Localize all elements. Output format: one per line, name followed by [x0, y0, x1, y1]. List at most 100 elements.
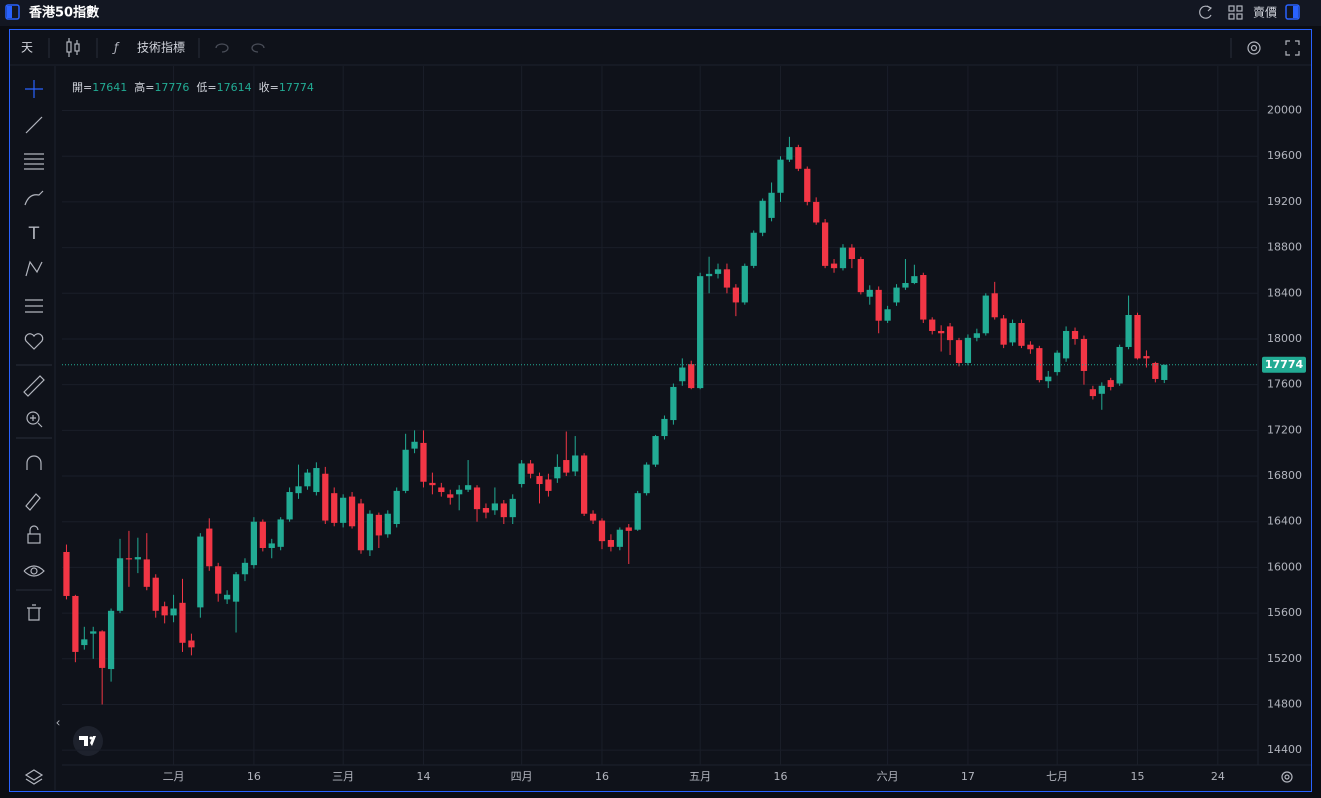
chart-type-icon[interactable]: [66, 38, 80, 57]
candle-body: [661, 418, 668, 437]
visibility-tool[interactable]: [23, 565, 45, 577]
header-title: 香港50指數: [28, 5, 99, 21]
candle-body: [1018, 322, 1025, 346]
candle-body: [759, 200, 766, 233]
header-bar: [0, 0, 1321, 26]
settings-icon[interactable]: [1247, 41, 1261, 55]
candle-body: [322, 473, 329, 521]
drawing-mode-tool[interactable]: [25, 493, 41, 511]
indicators-button[interactable]: 技術指標: [137, 40, 185, 55]
candle-body: [500, 503, 507, 518]
candle-body: [884, 309, 891, 321]
lines-tool[interactable]: [24, 153, 44, 170]
candle-body: [839, 247, 847, 269]
layout-icon[interactable]: [1228, 5, 1243, 20]
magnet-tool[interactable]: [26, 455, 42, 470]
object-tree-icon[interactable]: [24, 769, 44, 785]
candle-body: [866, 289, 873, 297]
collapse-arrow[interactable]: ‹: [56, 716, 61, 730]
candle-body: [99, 631, 106, 668]
candle-body: [438, 487, 445, 493]
candle-body: [1116, 346, 1123, 384]
candle-body: [804, 168, 811, 202]
candle-body: [1143, 356, 1150, 359]
x-tick-label: 16: [773, 770, 787, 783]
tradingview-logo[interactable]: [73, 726, 103, 756]
candle-body: [107, 610, 115, 670]
brush-tool[interactable]: [24, 190, 44, 206]
candle-body: [143, 559, 150, 587]
candle-body: [179, 602, 186, 643]
candle-body: [331, 493, 338, 523]
crosshair-tool[interactable]: [25, 80, 43, 98]
candle-body: [536, 476, 543, 485]
y-tick-label: 18800: [1267, 241, 1302, 254]
panel-right-icon[interactable]: [1285, 4, 1300, 20]
candle-body: [1000, 318, 1007, 345]
lock-tool[interactable]: [27, 525, 41, 544]
x-tick-label: 二月: [163, 770, 185, 783]
last-price-label: 17774: [1265, 358, 1304, 371]
candle-body: [223, 594, 231, 600]
zoom-tool[interactable]: [26, 411, 43, 428]
candle-body: [152, 577, 159, 611]
x-tick-label: 五月: [689, 770, 711, 783]
candle-body: [581, 455, 588, 514]
candle-body: [589, 513, 597, 521]
candle-body: [215, 566, 222, 594]
text-tool[interactable]: T: [28, 224, 40, 244]
candle-body: [777, 159, 784, 193]
candle-body: [1152, 362, 1159, 379]
panel-icon[interactable]: [5, 4, 20, 20]
candle-body: [348, 496, 356, 527]
candle-body: [1027, 344, 1034, 350]
candle-body: [295, 486, 302, 494]
candle-body: [393, 490, 400, 525]
ohlc-value: 17614: [217, 81, 252, 94]
candle-body: [732, 287, 739, 303]
indicator-icon[interactable]: ƒ: [112, 41, 120, 55]
delete-tool[interactable]: [27, 604, 41, 621]
refresh-icon[interactable]: [1199, 5, 1213, 19]
undo-icon[interactable]: [215, 43, 229, 53]
candle-body: [946, 326, 954, 341]
fullscreen-icon[interactable]: [1285, 40, 1300, 56]
candle-body: [1107, 380, 1114, 387]
candle-body: [527, 463, 534, 474]
candle-body: [821, 222, 829, 266]
ohlc-value: 17641: [92, 81, 127, 94]
candle-body: [482, 508, 490, 513]
candle-body: [161, 606, 168, 616]
candle-body: [893, 287, 900, 303]
x-tick-label: 三月: [332, 770, 354, 783]
candle-body: [491, 503, 499, 511]
candle-body: [1098, 385, 1105, 394]
side-label[interactable]: 賣價: [1253, 5, 1277, 20]
ruler-tool[interactable]: [23, 375, 45, 397]
candle-body: [241, 562, 249, 575]
candle-body: [1089, 389, 1097, 397]
candle-body: [955, 340, 963, 363]
candle-body: [598, 520, 606, 542]
candle-body: [768, 192, 775, 218]
candle-body: [929, 319, 936, 331]
candle-body: [563, 460, 570, 473]
candle-body: [420, 442, 427, 482]
x-tick-label: 24: [1211, 770, 1225, 783]
forecast-tool[interactable]: [25, 299, 43, 313]
candle-body: [411, 441, 418, 449]
candle-body: [518, 463, 525, 485]
candle-body: [714, 269, 722, 274]
y-tick-label: 19200: [1267, 195, 1302, 208]
pattern-tool[interactable]: [25, 260, 43, 277]
trendline-tool[interactable]: [25, 116, 43, 134]
interval-button[interactable]: 天: [21, 41, 33, 55]
favorites-tool[interactable]: [24, 333, 44, 350]
redo-icon[interactable]: [251, 43, 265, 53]
axis-settings-icon[interactable]: [1281, 771, 1293, 783]
candle-body: [304, 472, 311, 487]
candle-body: [473, 487, 481, 510]
candle-body: [313, 468, 320, 493]
